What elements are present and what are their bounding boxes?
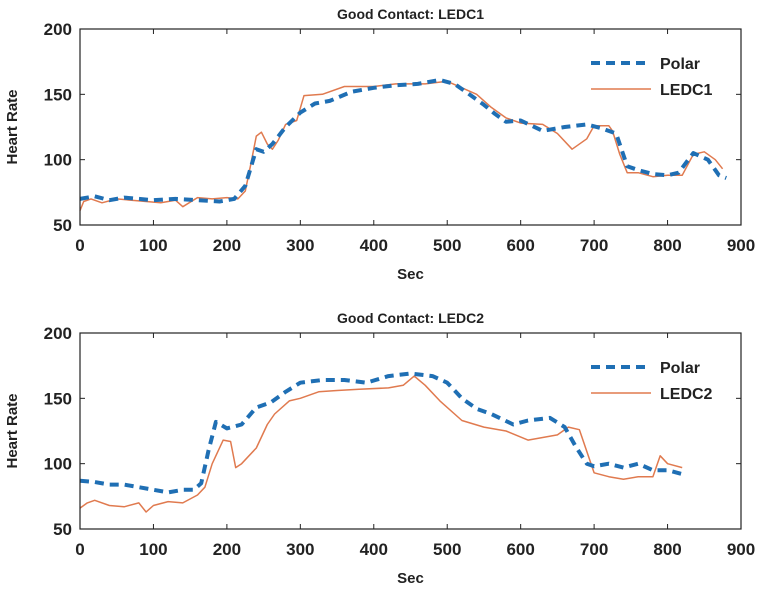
chart-1-xtick-label-700: 700 — [580, 236, 608, 255]
chart-2-xtick-label-400: 400 — [360, 540, 388, 559]
chart-2-legend-label-polar: Polar — [660, 360, 700, 377]
chart-2-xtick-label-200: 200 — [213, 540, 241, 559]
chart-1-series-polar-line — [79, 78, 727, 204]
chart-1-xtick-label-600: 600 — [506, 236, 534, 255]
chart-1-ytick-label-150: 150 — [44, 85, 72, 104]
chart-2-ytick-label-150: 150 — [44, 389, 72, 408]
chart-1-xtick-label-800: 800 — [653, 236, 681, 255]
chart-1-xtick-label-900: 900 — [727, 236, 755, 255]
chart-1-ytick-label-200: 200 — [44, 20, 72, 39]
chart-2-xtick-label-500: 500 — [433, 540, 461, 559]
chart-1-ytick-label-50: 50 — [53, 216, 72, 235]
chart-1: Good Contact: LEDC1 Heart Rate Sec 0 100 200 3… — [4, 6, 755, 283]
chart-1-legend-label-ledc1: LEDC1 — [660, 82, 713, 99]
chart-1-xtick-label-100: 100 — [139, 236, 167, 255]
chart-2-frame — [79, 332, 742, 530]
chart-1-plot-area — [80, 29, 741, 225]
chart-2-title: Good Contact: LEDC2 — [337, 310, 484, 326]
chart-1-ytick-label-100: 100 — [44, 151, 72, 170]
chart-2-xtick-label-0: 0 — [75, 540, 84, 559]
chart-2-xtick-label-100: 100 — [139, 540, 167, 559]
chart-1-xtick-label-300: 300 — [286, 236, 314, 255]
chart-2-plot-area — [80, 333, 741, 529]
chart-1-ylabel: Heart Rate — [4, 89, 21, 164]
chart-1-title: Good Contact: LEDC1 — [337, 6, 484, 22]
chart-2-xtick-label-900: 900 — [727, 540, 755, 559]
chart-2-ytick-label-200: 200 — [44, 324, 72, 343]
chart-1-legend-label-polar: Polar — [660, 56, 700, 73]
chart-2-legend-label-ledc2: LEDC2 — [660, 386, 713, 403]
chart-1-xtick-label-200: 200 — [213, 236, 241, 255]
chart-2-xtick-label-600: 600 — [506, 540, 534, 559]
chart-2-series-polar-line — [79, 371, 683, 495]
chart-1-xtick-label-500: 500 — [433, 236, 461, 255]
chart-1-series-ledc1-line — [79, 80, 724, 211]
chart-2-ylabel: Heart Rate — [4, 393, 21, 468]
chart-1-frame — [79, 28, 742, 226]
chart-2-ytick-label-100: 100 — [44, 455, 72, 474]
chart-2-xtick-label-700: 700 — [580, 540, 608, 559]
chart-2-ytick-label-50: 50 — [53, 520, 72, 539]
chart-1-xtick-label-0: 0 — [75, 236, 84, 255]
chart-1-xlabel: Sec — [397, 266, 424, 283]
chart-2-xtick-label-300: 300 — [286, 540, 314, 559]
chart-2-series-ledc2-line — [79, 375, 683, 513]
chart-2: Good Contact: LEDC2 Heart Rate Sec 0 100 200 3… — [4, 310, 755, 587]
chart-2-xlabel: Sec — [397, 570, 424, 587]
chart-2-xtick-label-800: 800 — [653, 540, 681, 559]
chart-1-xtick-label-400: 400 — [360, 236, 388, 255]
